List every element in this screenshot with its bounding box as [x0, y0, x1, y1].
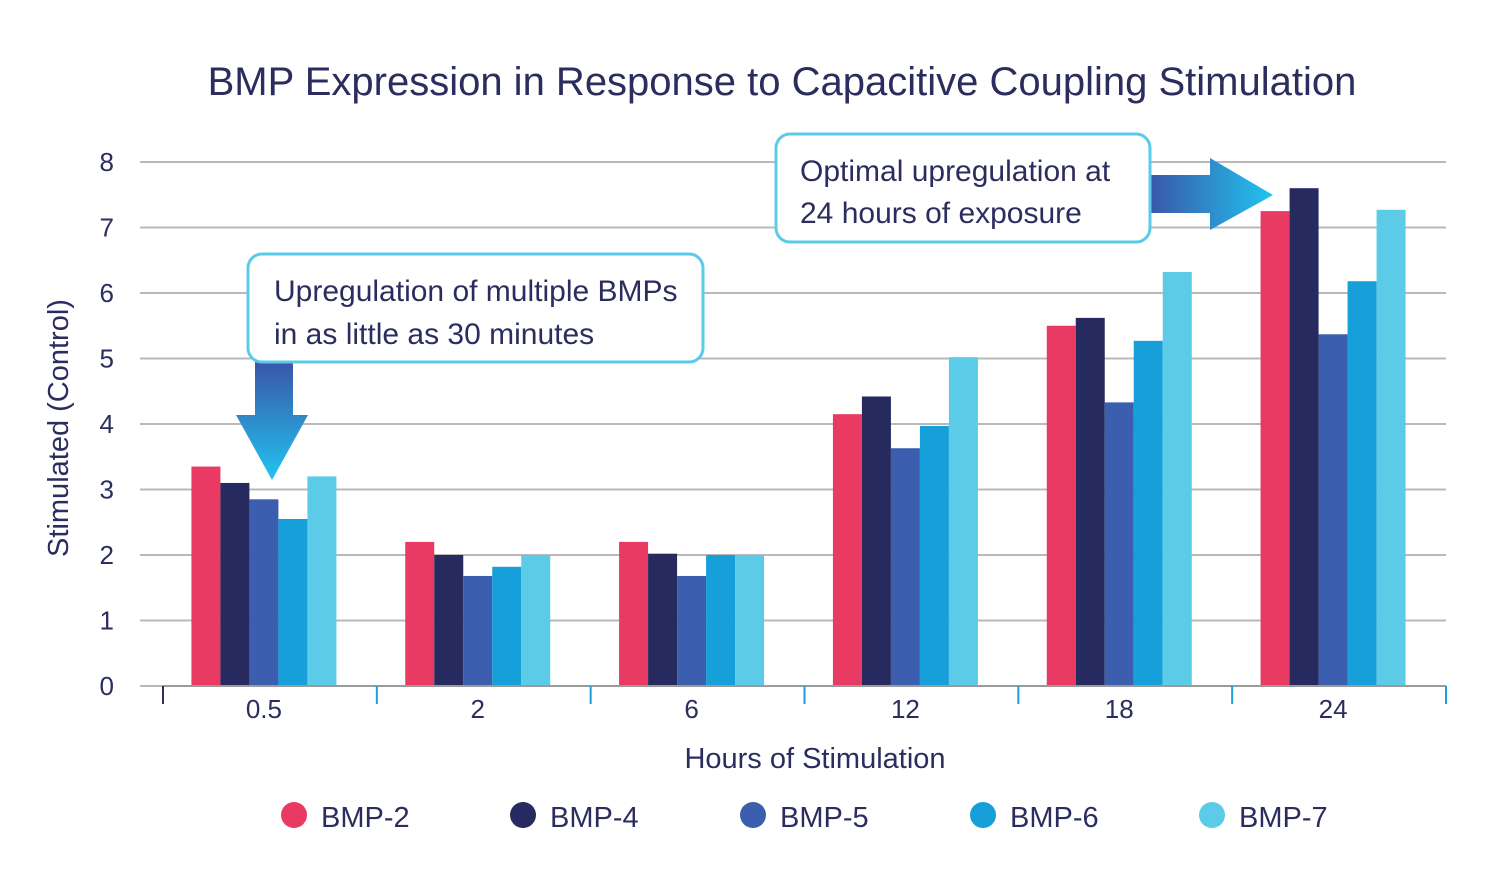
bar-bmp-6-6 [706, 555, 736, 686]
bar-bmp-7-6 [735, 555, 765, 686]
bar-bmp-2-0.5 [191, 466, 221, 686]
arrow-down-icon [236, 355, 308, 480]
bar-bmp-7-12 [948, 357, 978, 686]
legend: BMP-2 BMP-4 BMP-5 BMP-6 BMP-7 [281, 802, 1328, 834]
bar-bmp-5-6 [677, 575, 707, 686]
y-tick-label: 3 [100, 475, 114, 505]
bar-bmp-5-24 [1318, 334, 1348, 686]
y-tick-label: 5 [100, 344, 114, 374]
x-tick-label: 0.5 [246, 694, 282, 724]
legend-swatch [510, 802, 536, 828]
bar-bmp-4-0.5 [220, 482, 250, 686]
y-tick-label: 0 [100, 671, 114, 701]
y-axis-ticks: 0 1 2 3 4 5 6 7 8 [100, 147, 114, 701]
y-tick-label: 6 [100, 278, 114, 308]
bar-bmp-6-24 [1347, 281, 1377, 686]
callout-30-minutes: Upregulation of multiple BMPs in as litt… [236, 252, 705, 480]
x-axis-label: Hours of Stimulation [684, 743, 945, 775]
y-tick-label: 7 [100, 213, 114, 243]
bar-bmp-4-12 [861, 396, 891, 686]
bar-bmp-2-18 [1046, 325, 1076, 686]
legend-label: BMP-2 [321, 802, 410, 834]
bar-bmp-6-12 [919, 425, 949, 686]
x-tick-label: 2 [471, 694, 485, 724]
bar-bmp-4-2 [434, 555, 464, 686]
y-tick-label: 8 [100, 147, 114, 177]
y-tick-label: 4 [100, 409, 114, 439]
legend-swatch [281, 802, 307, 828]
legend-swatch [1199, 802, 1225, 828]
bar-bmp-5-2 [463, 575, 493, 686]
bars [191, 188, 1406, 686]
x-tick-label: 18 [1105, 694, 1134, 724]
bar-bmp-2-12 [832, 414, 862, 686]
x-tick-label: 24 [1319, 694, 1348, 724]
bar-bmp-7-0.5 [307, 476, 337, 686]
bar-bmp-2-6 [619, 541, 649, 686]
bar-bmp-6-18 [1133, 340, 1163, 686]
legend-swatch [740, 802, 766, 828]
bar-bmp-5-12 [890, 448, 920, 686]
legend-label: BMP-7 [1239, 802, 1328, 834]
bar-bmp-5-18 [1104, 402, 1134, 686]
bar-bmp-4-24 [1289, 188, 1319, 686]
y-axis-label: Stimulated (Control) [43, 299, 75, 557]
y-tick-label: 1 [100, 606, 114, 636]
callout-line-1: Optimal upregulation at [800, 155, 1111, 188]
bar-bmp-7-2 [521, 555, 551, 686]
bar-bmp-6-2 [492, 566, 522, 686]
callout-box [774, 132, 1152, 244]
legend-label: BMP-4 [550, 802, 639, 834]
callout-line-2: 24 hours of exposure [800, 197, 1082, 230]
bar-bmp-2-24 [1260, 211, 1290, 686]
callout-24-hours: Optimal upregulation at 24 hours of expo… [774, 132, 1273, 244]
bar-bmp-7-24 [1376, 209, 1406, 686]
x-tick-label: 12 [891, 694, 920, 724]
bar-bmp-2-2 [405, 541, 435, 686]
legend-label: BMP-6 [1010, 802, 1099, 834]
y-tick-label: 2 [100, 540, 114, 570]
x-tick-label: 6 [684, 694, 698, 724]
bar-bmp-4-18 [1075, 317, 1105, 686]
callout-line-1: Upregulation of multiple BMPs [274, 275, 678, 308]
bar-bmp-7-18 [1162, 272, 1192, 686]
chart-title: BMP Expression in Response to Capacitive… [208, 60, 1357, 104]
legend-swatch [970, 802, 996, 828]
arrow-right-icon [1140, 158, 1273, 230]
bar-bmp-4-6 [648, 553, 678, 686]
bar-bmp-5-0.5 [249, 499, 279, 686]
callout-line-2: in as little as 30 minutes [274, 318, 594, 351]
bar-bmp-6-0.5 [278, 518, 308, 686]
callout-box [246, 252, 705, 364]
x-axis: 0.5 2 6 12 18 24 [162, 685, 1447, 724]
legend-label: BMP-5 [780, 802, 869, 834]
